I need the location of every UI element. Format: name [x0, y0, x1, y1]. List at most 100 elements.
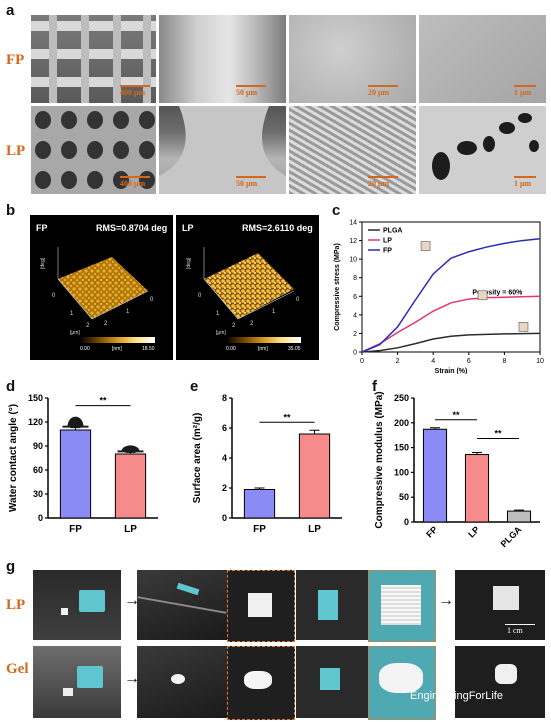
scale-label: 1 cm [507, 626, 523, 635]
svg-text:1: 1 [126, 309, 130, 315]
y-tick-label: 6 [222, 423, 227, 433]
photo-lp-clip-2 [296, 570, 368, 640]
colorbar-unit: [nm] [258, 346, 268, 352]
y-tick-label: 100 [394, 467, 409, 477]
panel-f-letter: f [372, 378, 377, 395]
sem-image-lp-1: 1 μm [419, 106, 546, 194]
y-tick-label: 120 [28, 417, 43, 427]
panel-e-letter: e [190, 378, 199, 395]
afm-rms: RMS=2.6110 deg [242, 223, 313, 233]
photo-gel-clip [33, 646, 121, 718]
scaffold-cube-icon [420, 241, 431, 251]
photo-lp-zoom [227, 570, 295, 642]
bar-fp [59, 429, 92, 519]
chart-d-contact-angle: 0 30 60 90 120 150 Water contact angle (°) FP LP… [8, 393, 158, 535]
sem-image-fp-20: 20 μm [289, 15, 416, 103]
svg-text:0: 0 [150, 297, 154, 303]
colorbar-max: 18.50 [142, 346, 155, 352]
bar-plga [506, 510, 532, 523]
afm-map-fp: FP RMS=0.8704 deg 0 1 2 2 1 0 [deg] [μm]… [30, 215, 173, 360]
y-tick-label: 6 [353, 294, 357, 301]
sem-image-lp-400: 400 μm [31, 106, 156, 194]
y-tick-label: 0 [38, 513, 43, 523]
bar-lp [114, 453, 147, 519]
panel-a-letter: a [6, 2, 15, 19]
afm-axis-unit: [μm] [70, 330, 80, 336]
x-tick-label: 4 [431, 358, 435, 365]
photo-lp-press [137, 570, 227, 640]
photo-gel-result [455, 646, 545, 718]
x-axis-label: Strain (%) [435, 368, 468, 374]
arrow-right-icon: → [124, 670, 140, 687]
afm-label: FP [36, 223, 48, 233]
sem-image-lp-50: 50 μm [159, 106, 286, 194]
photo-gel-zoom [227, 646, 295, 720]
svg-text:0: 0 [52, 293, 56, 299]
y-tick-label: 50 [399, 492, 409, 502]
y-axis-label: Water contact angle (°) [8, 404, 19, 512]
afm-z-label: [deg] [40, 257, 46, 269]
y-tick-label: 200 [394, 418, 409, 428]
bar-fp [422, 428, 448, 523]
porosity-annotation: Porosity = 60% [472, 289, 523, 296]
afm-label: LP [182, 223, 194, 233]
afm-axis-unit: [μm] [216, 330, 226, 336]
sem-image-fp-50: 50 μm [159, 15, 286, 103]
panel-g-row-gel-label: Gel [6, 661, 29, 677]
y-tick-label: 4 [222, 453, 227, 463]
y-tick-label: 8 [222, 393, 227, 403]
svg-text:0: 0 [296, 297, 300, 303]
series-line-fp [361, 237, 541, 353]
x-tick-label: LP [308, 524, 321, 535]
colorbar [80, 337, 155, 343]
series-line-lp [361, 295, 541, 353]
y-axis-label: Compressive stress (MPa) [334, 243, 341, 331]
scaffold-cube-icon [477, 290, 488, 301]
significance-label: ** [494, 429, 502, 439]
chart-c-stress-strain: 0 2 4 6 8 10 0 2 4 6 8 10 12 14 Strain (%) Compressive … [334, 220, 544, 375]
scale-label: 1 μm [514, 88, 532, 97]
bar-fp [243, 489, 276, 519]
water-droplet-icon [121, 445, 140, 452]
chart-e-surface-area: 0 2 4 6 8 Surface area (m²/g) FP LP ** [192, 393, 342, 535]
scale-label: 400 μm [120, 179, 146, 188]
legend-label: FP [383, 248, 392, 255]
scale-label: 50 μm [236, 179, 258, 188]
svg-text:2: 2 [104, 321, 108, 327]
scale-label: 20 μm [368, 88, 390, 97]
sem-image-fp-400: 400 μm [31, 15, 156, 103]
legend-label: PLGA [383, 228, 402, 235]
y-tick-label: 10 [349, 257, 357, 264]
x-tick-label: FP [253, 524, 266, 535]
svg-text:2: 2 [232, 323, 236, 329]
photo-gel-clip-2 [296, 646, 368, 718]
significance-label: ** [283, 412, 291, 422]
water-droplet-icon [67, 416, 84, 427]
panel-a-row-lp-label: LP [6, 143, 26, 159]
svg-text:0: 0 [198, 293, 202, 299]
y-tick-label: 2 [353, 331, 357, 338]
arrow-right-icon: → [124, 592, 140, 609]
photo-lp-result: 1 cm [455, 570, 545, 640]
y-tick-label: 14 [349, 220, 357, 227]
svg-text:2: 2 [86, 323, 90, 329]
x-tick-label: 6 [467, 358, 471, 365]
scale-label: 20 μm [368, 179, 390, 188]
plot-frame [361, 221, 541, 353]
y-tick-label: 250 [394, 393, 409, 403]
y-tick-label: 0 [353, 350, 357, 357]
series-line-plga [361, 332, 541, 353]
y-tick-label: 2 [222, 483, 227, 493]
afm-z-label: [deg] [186, 257, 192, 269]
colorbar-max: 35.05 [288, 346, 301, 352]
bar-lp [298, 433, 331, 519]
y-tick-label: 150 [28, 393, 43, 403]
bar-lp [464, 454, 490, 523]
colorbar [226, 337, 301, 343]
arrow-right-icon: → [438, 592, 454, 609]
y-tick-label: 0 [404, 517, 409, 527]
colorbar-unit: [nm] [112, 346, 122, 352]
scale-label: 1 μm [514, 179, 532, 188]
x-tick-label: 0 [360, 358, 364, 365]
y-tick-label: 60 [33, 465, 43, 475]
